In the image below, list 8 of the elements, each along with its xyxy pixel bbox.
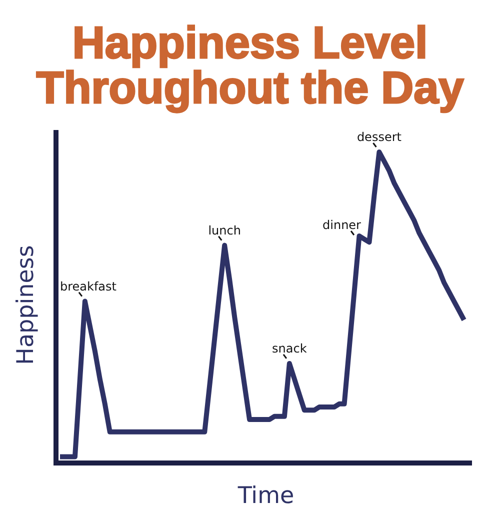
annotation: dessert — [356, 130, 402, 144]
annotation: dinner — [322, 218, 362, 232]
annotation: breakfast — [60, 279, 117, 294]
chart-title: Happiness Level Throughout the Day — [36, 17, 464, 113]
annotation: snack — [272, 341, 307, 356]
y-axis-title: Happiness — [13, 245, 39, 365]
x-axis-title: Time — [236, 483, 294, 509]
annotation: lunch — [208, 223, 241, 238]
